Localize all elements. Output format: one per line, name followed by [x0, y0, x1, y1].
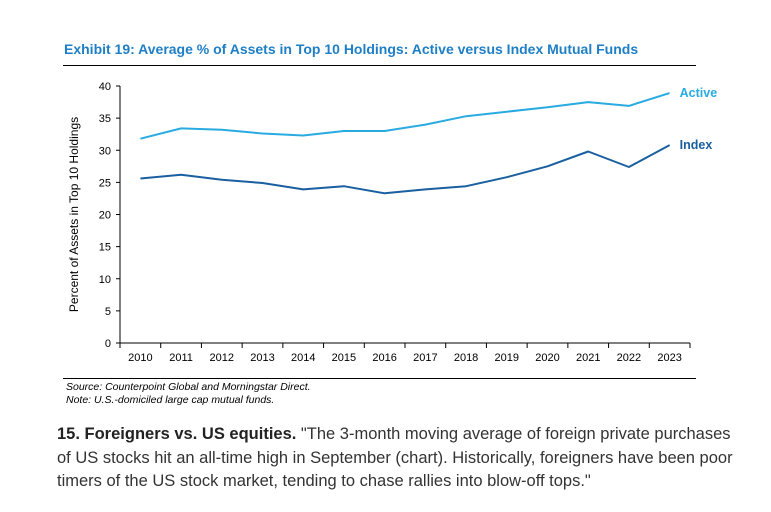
source-note: Source: Counterpoint Global and Mornings… [66, 381, 311, 393]
paragraph-body: "The 3-month moving average of foreign p… [57, 425, 733, 490]
x-tick-label: 2010 [128, 352, 152, 364]
series-labels: Active Index [680, 86, 718, 152]
footnotes: Source: Counterpoint Global and Mornings… [66, 381, 311, 407]
series-line-index [140, 144, 671, 195]
paragraph-lead: 15. Foreigners vs. US equities. [57, 425, 297, 443]
y-tick-label: 0 [105, 338, 111, 350]
y-tick-label: 25 [99, 177, 111, 189]
y-tick-label: 35 [99, 113, 111, 125]
bottom-rule [63, 378, 696, 379]
series-label-active: Active [680, 86, 718, 100]
y-tick-labels: 0 5 10 15 20 25 30 35 40 [99, 81, 111, 350]
x-tick-label: 2021 [576, 352, 600, 364]
x-tick-label: 2012 [210, 352, 234, 364]
x-tick-label: 2017 [413, 352, 437, 364]
x-tick-label: 2023 [657, 352, 681, 364]
x-tick-label: 2015 [332, 352, 356, 364]
x-tick-label: 2013 [250, 352, 274, 364]
x-tick-label: 2022 [617, 352, 641, 364]
exhibit-title: Exhibit 19: Average % of Assets in Top 1… [64, 41, 639, 57]
y-tick-label: 10 [99, 274, 111, 286]
y-tick-label: 15 [99, 242, 111, 254]
series-line-active [140, 92, 670, 140]
x-tick-label: 2018 [454, 352, 478, 364]
x-tick-label: 2020 [535, 352, 559, 364]
footnote: Note: U.S.-domiciled large cap mutual fu… [66, 394, 275, 406]
x-tick-label: 2011 [169, 352, 193, 364]
y-axis-label: Percent of Assets in Top 10 Holdings [67, 117, 81, 312]
y-tick-label: 5 [105, 306, 111, 318]
series-lines [140, 92, 671, 195]
y-tick-label: 30 [99, 145, 111, 157]
top-rule [63, 65, 696, 66]
x-tick-label: 2019 [495, 352, 519, 364]
x-tick-label: 2016 [372, 352, 396, 364]
chart-axes [116, 85, 691, 348]
x-tick-label: 2014 [291, 352, 315, 364]
series-label-index: Index [680, 138, 713, 152]
y-tick-label: 20 [99, 210, 111, 222]
x-tick-labels: 2010 2011 2012 2013 2014 2015 2016 2017 2018 2019… [128, 352, 682, 364]
y-tick-label: 40 [99, 81, 111, 93]
commentary-paragraph: 15. Foreigners vs. US equities. "The 3-m… [57, 423, 747, 494]
